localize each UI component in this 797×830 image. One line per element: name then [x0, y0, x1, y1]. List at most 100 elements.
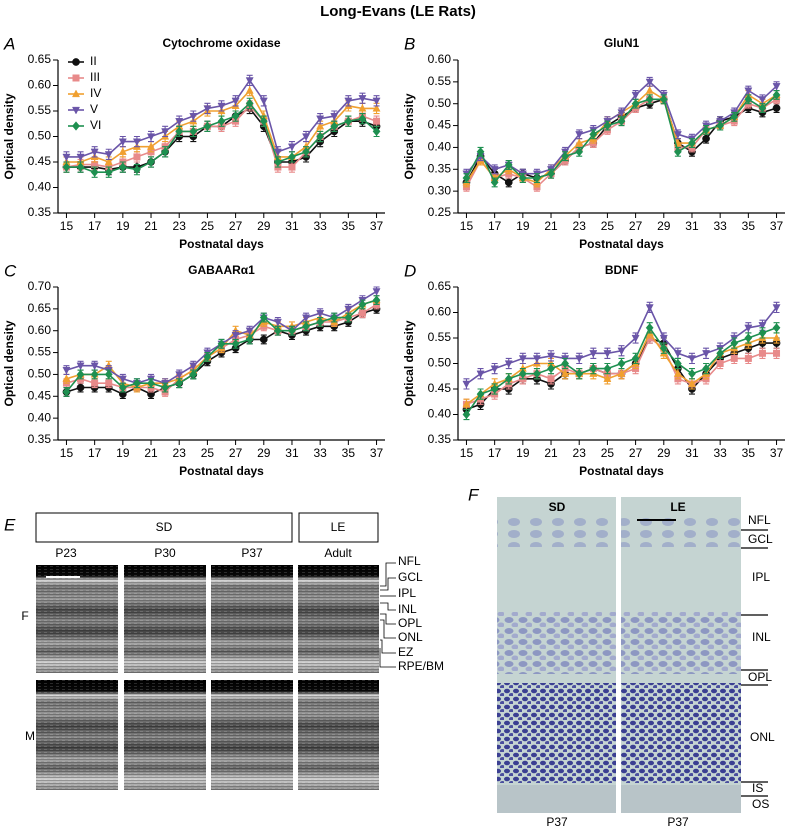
x-tick-label: 37 [370, 219, 384, 233]
x-tick-label: 21 [544, 446, 558, 460]
marker [231, 97, 240, 106]
marker [217, 339, 226, 349]
x-tick-label: 17 [88, 446, 102, 460]
marker [133, 378, 141, 388]
x-axis-label: Postnatal days [579, 464, 664, 478]
marker [62, 366, 71, 375]
marker [462, 399, 471, 408]
marker [702, 363, 710, 374]
marker [575, 138, 584, 147]
marker [490, 384, 499, 394]
marker [118, 147, 127, 155]
marker [189, 362, 198, 371]
y-tick-label: 0.35 [28, 205, 52, 219]
marker [288, 326, 296, 336]
marker [259, 97, 268, 106]
column-label: LE [670, 500, 685, 514]
marker [344, 116, 353, 126]
marker [147, 378, 155, 388]
panel-letter: E [4, 515, 16, 534]
y-tick-label: 0.35 [428, 161, 452, 175]
marker [702, 134, 710, 143]
marker [316, 310, 325, 318]
marker [344, 305, 353, 314]
chart-title: Cytochrome oxidase [162, 36, 280, 50]
y-tick-label: 0.25 [428, 205, 452, 219]
layer-label: INL [398, 602, 417, 616]
marker [344, 97, 353, 106]
marker [118, 375, 127, 384]
marker [118, 162, 127, 172]
x-tick-label: 19 [516, 446, 530, 460]
y-tick-label: 0.40 [28, 180, 52, 194]
marker [617, 116, 626, 126]
marker [631, 91, 640, 100]
marker [133, 153, 141, 161]
marker [504, 160, 513, 170]
marker [316, 115, 325, 124]
layer-label: OS [752, 797, 769, 811]
marker [104, 167, 113, 177]
marker [245, 334, 254, 345]
marker [687, 379, 696, 388]
panel-letter: A [3, 34, 15, 53]
x-tick-label: 33 [313, 446, 327, 460]
x-tick-label: 31 [685, 446, 699, 460]
marker [518, 173, 527, 183]
marker [758, 349, 766, 357]
y-tick-label: 0.55 [28, 345, 52, 359]
panel-letter: F [468, 485, 480, 504]
x-tick-label: 17 [488, 219, 502, 233]
x-tick-label: 33 [713, 446, 727, 460]
marker [716, 120, 725, 131]
marker [758, 322, 767, 330]
group-label: SD [156, 520, 173, 534]
marker [645, 323, 654, 333]
marker [90, 167, 99, 177]
marker [175, 126, 184, 137]
marker [758, 96, 767, 104]
marker [273, 148, 282, 157]
marker [547, 375, 555, 383]
marker [575, 131, 584, 139]
marker [575, 147, 584, 157]
marker [772, 333, 781, 342]
x-tick-label: 37 [770, 219, 784, 233]
x-tick-label: 25 [601, 219, 615, 233]
x-axis-label: Postnatal days [179, 237, 264, 251]
chart-title: GluN1 [604, 36, 640, 50]
legend-label: VI [90, 118, 101, 132]
y-axis-label: Optical density [402, 320, 416, 406]
age-label: P37 [546, 815, 568, 829]
x-tick-label: 31 [285, 219, 299, 233]
layer-label: IPL [398, 586, 416, 600]
legend-label: IV [90, 86, 101, 100]
marker [645, 86, 654, 94]
marker [76, 162, 85, 172]
marker [161, 147, 170, 157]
x-tick-label: 19 [116, 446, 130, 460]
panel-letter: D [404, 261, 416, 280]
marker [189, 112, 198, 121]
marker [561, 151, 570, 161]
marker [217, 102, 226, 111]
marker [547, 363, 555, 374]
marker [104, 157, 113, 166]
marker [302, 133, 311, 141]
y-tick-label: 0.40 [28, 410, 52, 424]
marker [316, 131, 325, 142]
marker [373, 117, 381, 125]
marker [72, 74, 80, 82]
marker [203, 352, 212, 362]
x-tick-label: 33 [313, 219, 327, 233]
marker [730, 338, 739, 348]
y-tick-label: 0.40 [428, 407, 452, 421]
x-tick-label: 33 [713, 219, 727, 233]
marker [603, 374, 612, 382]
marker [533, 173, 541, 183]
marker [217, 116, 226, 126]
marker [617, 358, 626, 369]
marker [772, 323, 781, 333]
marker [316, 317, 325, 327]
marker [372, 103, 381, 112]
